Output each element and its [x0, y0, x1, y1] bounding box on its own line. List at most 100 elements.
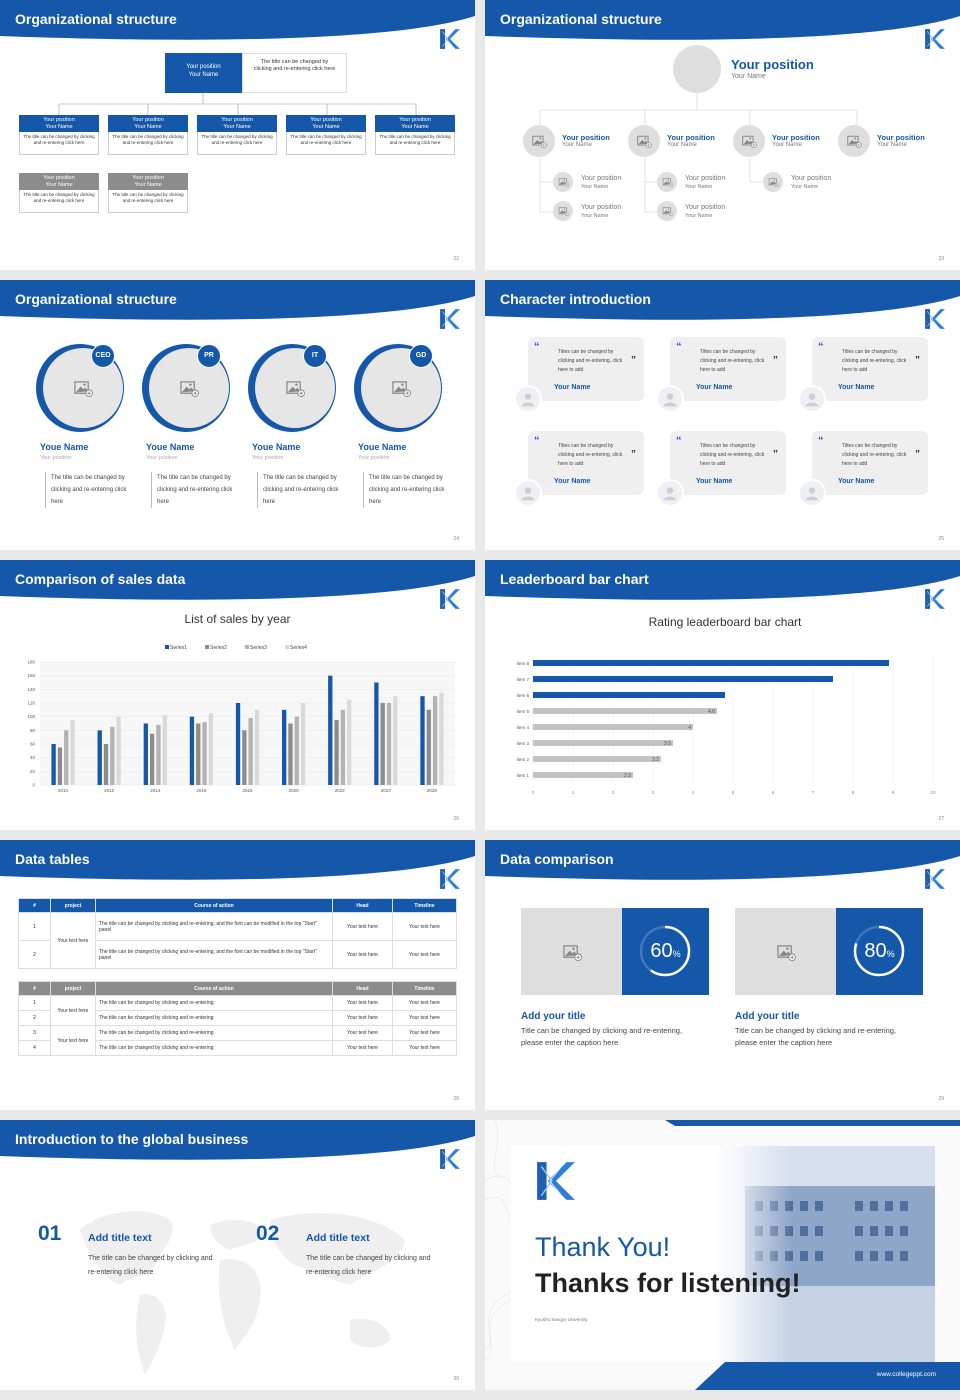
- position-label: Your position: [132, 174, 164, 181]
- slide-23[interactable]: Organizational structure Your position Y…: [485, 0, 960, 270]
- slide-25[interactable]: Character introduction “ ” Titles can be c…: [485, 280, 960, 550]
- cell: Your text here: [392, 1040, 457, 1056]
- cell: Your text here: [392, 995, 457, 1011]
- slide-27[interactable]: Leaderboard bar chart Rating leaderboard…: [485, 560, 960, 830]
- slide-22[interactable]: Organizational structure Your position Y…: [0, 0, 475, 270]
- university-name: Kyushu Sangyo University: [535, 1317, 588, 1322]
- user-icon: [805, 393, 819, 407]
- image-icon: [558, 178, 569, 187]
- image-placeholder[interactable]: [673, 45, 721, 93]
- x-tick-label: 1: [572, 790, 575, 795]
- website-link[interactable]: www.collegeppt.com: [876, 1371, 936, 1378]
- quote-open-icon: “: [534, 435, 540, 447]
- position-node[interactable]: Your position Your Name: [733, 125, 833, 157]
- position-box[interactable]: Your position Your Name The title can be c…: [19, 173, 99, 213]
- slide-28[interactable]: Data tables # project Course of action Head…: [0, 840, 475, 1110]
- bar-series4-2018: [254, 709, 260, 785]
- col-header: Timeline: [392, 898, 457, 913]
- position-label: Your position: [562, 133, 610, 142]
- position-node[interactable]: Your position Your Name: [838, 125, 938, 157]
- position-node[interactable]: Your position Your Name: [763, 170, 853, 194]
- y-tick-label: 0: [32, 783, 35, 788]
- col-header: Head: [332, 898, 393, 913]
- header-band: [485, 280, 960, 320]
- slide-24[interactable]: Organizational structure CEO Youe Name You…: [0, 280, 475, 550]
- cell: Your text here: [332, 995, 393, 1011]
- bar-series4-2022: [347, 699, 352, 785]
- quote-card[interactable]: “ ” Titles can be changed by clicking and …: [514, 337, 644, 417]
- business-item[interactable]: 01 Add title text The title can be changed…: [38, 1220, 228, 1290]
- quote-card[interactable]: “ ” Titles can be changed by clicking and …: [798, 431, 928, 511]
- image-icon: [662, 207, 673, 216]
- slide-title: Comparison of sales data: [15, 571, 186, 587]
- image-icon: [562, 944, 582, 961]
- table-row: 4 The title can be changed by clicking an…: [18, 1040, 457, 1056]
- quote-card[interactable]: “ ” Titles can be changed by clicking and …: [514, 431, 644, 511]
- box-desc: The title can be changed by clicking and…: [375, 132, 455, 155]
- position-node[interactable]: Your position Your Name: [628, 125, 728, 157]
- position-node[interactable]: Your position Your Name: [657, 199, 747, 223]
- x-tick-label: 2014: [150, 788, 161, 793]
- world-map-icon: [80, 1211, 405, 1375]
- slide-30[interactable]: Introduction to the global business 01 Ad…: [0, 1120, 475, 1390]
- table-row: 3 Your text here The title can be changed …: [18, 1025, 457, 1056]
- position-box[interactable]: Your position Your Name The title can be c…: [375, 115, 455, 155]
- image-icon: [532, 135, 547, 148]
- name-label: Your Name: [685, 184, 713, 190]
- position-box[interactable]: Your position Your Name The title can be c…: [108, 173, 188, 213]
- bar-item-3: [533, 740, 673, 746]
- person-card[interactable]: IT Youe Name Your position The title can be…: [248, 342, 348, 522]
- y-tick-label: Item 7: [516, 677, 529, 682]
- position-box[interactable]: Your position Your Name The title can be c…: [108, 115, 188, 155]
- person-name: Youe Name: [252, 442, 301, 452]
- image-icon: [742, 135, 757, 148]
- cell: 4: [18, 1040, 51, 1056]
- position-label: Your position: [43, 116, 75, 123]
- name-label: Your Name: [772, 142, 802, 148]
- bar-series3-2012: [110, 726, 115, 785]
- position-node[interactable]: Your position Your Name: [523, 125, 623, 157]
- person-card[interactable]: PR Youe Name Your position The title can be…: [142, 342, 242, 522]
- position-node[interactable]: Your position Your Name: [657, 170, 747, 194]
- role-badge: GD: [409, 344, 433, 368]
- item-number: 02: [256, 1222, 280, 1245]
- slide-26[interactable]: Comparison of sales data List of sales b…: [0, 560, 475, 830]
- quote-card[interactable]: “ ” Titles can be changed by clicking and …: [798, 337, 928, 417]
- bar-series2-2016: [196, 723, 201, 785]
- position-box[interactable]: Your position Your Name The title can be c…: [197, 115, 277, 155]
- quote-bubble: [528, 337, 644, 401]
- top-position-box[interactable]: Your position Your Name: [165, 53, 242, 93]
- position-node[interactable]: Your position Your Name: [553, 199, 643, 223]
- position-box[interactable]: Your position Your Name The title can be c…: [286, 115, 366, 155]
- comparison-card[interactable]: 60% Add your title Title can be changed by…: [521, 908, 711, 1068]
- data-label: 2.5: [624, 773, 631, 779]
- bar-series3-2020: [294, 716, 299, 785]
- x-tick-label: 2026: [427, 788, 438, 793]
- quote-author: Your Name: [554, 478, 591, 485]
- quote-close-icon: ”: [915, 449, 920, 460]
- legend-entry: Series3: [250, 645, 267, 651]
- comparison-card[interactable]: 80% Add your title Title can be changed by…: [735, 908, 925, 1068]
- cell: Your text here: [50, 995, 96, 1026]
- data-label: 3.5: [664, 741, 671, 747]
- slide-31[interactable]: Thank You! Thanks for listening! Kyushu …: [485, 1120, 960, 1390]
- business-item[interactable]: 02 Add title text The title can be changed…: [256, 1220, 446, 1290]
- position-label: Your position: [581, 175, 622, 182]
- quote-card[interactable]: “ ” Titles can be changed by clicking and …: [656, 431, 786, 511]
- position-node[interactable]: Your position Your Name: [553, 170, 643, 194]
- person-card[interactable]: GD Youe Name Your position The title can be…: [354, 342, 454, 522]
- person-card[interactable]: CEO Youe Name Your position The title can b…: [36, 342, 136, 522]
- user-icon: [663, 487, 677, 501]
- user-icon: [805, 487, 819, 501]
- quote-card[interactable]: “ ” Titles can be changed by clicking and …: [656, 337, 786, 417]
- person-position: Your position: [252, 455, 284, 461]
- position-box[interactable]: Your position Your Name The title can be c…: [19, 115, 99, 155]
- quote-author: Your Name: [696, 478, 733, 485]
- slide-29[interactable]: Data comparison 60% Add your title Title c…: [485, 840, 960, 1110]
- quote-bubble: [812, 337, 928, 401]
- cell: 2: [18, 940, 51, 969]
- quote-open-icon: “: [818, 341, 824, 353]
- table-row: 2 The title can be changed by clicking an…: [18, 940, 457, 969]
- slide-title: Organizational structure: [15, 11, 177, 27]
- cell: Your text here: [332, 1010, 393, 1026]
